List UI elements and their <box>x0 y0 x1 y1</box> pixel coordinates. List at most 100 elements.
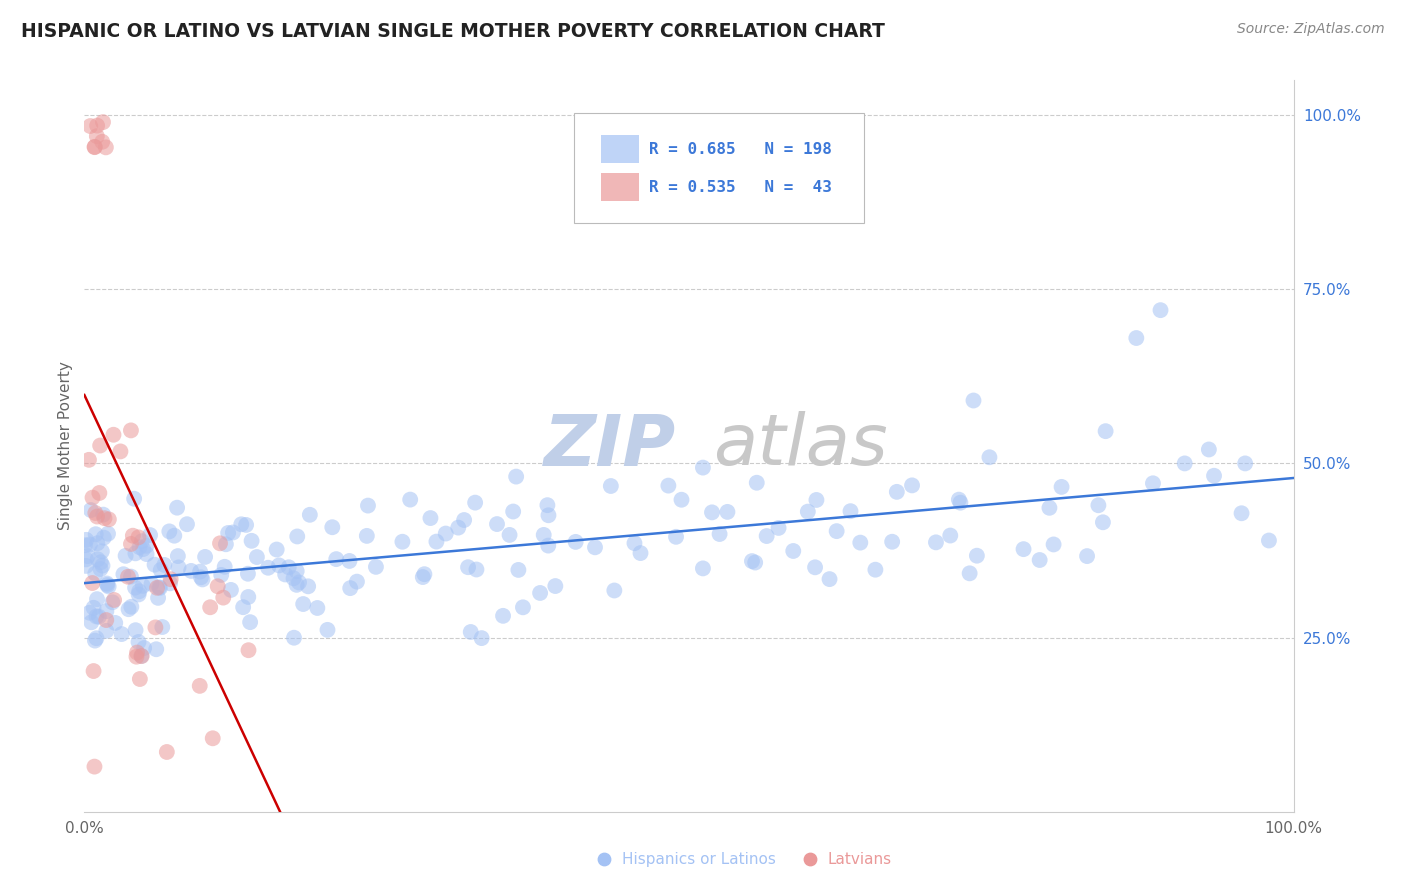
Point <box>298 508 321 522</box>
Point <box>132 542 155 557</box>
Point <box>1142 476 1164 491</box>
Point <box>434 526 457 541</box>
Point <box>73 538 96 552</box>
Point <box>457 560 479 574</box>
Point <box>125 649 148 664</box>
Bar <box>600 173 640 201</box>
Point <box>364 559 387 574</box>
Text: HISPANIC OR LATINO VS LATVIAN SINGLE MOTHER POVERTY CORRELATION CHART: HISPANIC OR LATINO VS LATVIAN SINGLE MOT… <box>21 22 884 41</box>
Point <box>159 572 181 586</box>
FancyBboxPatch shape <box>574 113 865 223</box>
Point <box>630 546 652 560</box>
Point <box>505 469 527 483</box>
Point <box>357 499 380 513</box>
Point <box>839 504 862 518</box>
Point <box>76 549 98 563</box>
Point <box>882 534 904 549</box>
Point <box>83 140 105 154</box>
Point <box>131 649 153 664</box>
Point <box>86 536 108 550</box>
Point <box>412 570 434 584</box>
Point <box>537 508 560 523</box>
Point <box>79 119 101 133</box>
Point <box>96 624 118 638</box>
Point <box>1202 468 1225 483</box>
Point <box>825 524 848 538</box>
Point <box>90 544 112 558</box>
Point <box>145 620 167 634</box>
Point <box>128 540 150 554</box>
Point <box>346 574 368 589</box>
Point <box>87 609 110 624</box>
Point <box>599 479 621 493</box>
Point <box>297 579 319 593</box>
Point <box>91 558 114 573</box>
Point <box>149 581 172 595</box>
Point <box>134 641 156 656</box>
Point <box>86 609 108 624</box>
Point <box>529 586 551 600</box>
Point <box>131 534 153 549</box>
Point <box>692 460 714 475</box>
Point <box>75 552 97 566</box>
Point <box>191 573 214 587</box>
Point <box>471 631 494 645</box>
Point <box>1050 480 1073 494</box>
Point <box>156 745 179 759</box>
Point <box>110 444 132 458</box>
Point <box>533 528 555 542</box>
Point <box>212 591 235 605</box>
Point <box>148 580 170 594</box>
Point <box>806 492 828 507</box>
Point <box>75 533 97 547</box>
Point <box>80 615 103 630</box>
Point <box>145 642 167 657</box>
Point <box>447 520 470 534</box>
Point <box>1091 516 1114 530</box>
Point <box>96 578 118 592</box>
Point <box>465 562 488 576</box>
Point <box>277 560 299 574</box>
Point <box>124 581 146 595</box>
Point <box>176 517 198 532</box>
Point <box>86 632 108 646</box>
Point <box>285 578 308 592</box>
Point <box>235 517 257 532</box>
Point <box>150 620 173 634</box>
Point <box>1038 500 1060 515</box>
Point <box>112 567 135 582</box>
Point <box>86 509 108 524</box>
Point <box>121 529 143 543</box>
Point <box>391 534 413 549</box>
Point <box>83 664 105 678</box>
Point <box>901 478 924 492</box>
Text: ZIP: ZIP <box>544 411 676 481</box>
Point <box>201 731 224 746</box>
Point <box>962 393 984 408</box>
Point <box>117 570 139 584</box>
Point <box>132 579 155 593</box>
Point <box>198 600 221 615</box>
Point <box>90 555 112 569</box>
Text: Source: ZipAtlas.com: Source: ZipAtlas.com <box>1237 22 1385 37</box>
Point <box>153 558 176 572</box>
Point <box>755 529 778 543</box>
Point <box>741 554 763 568</box>
Point <box>124 546 146 560</box>
Point <box>124 623 146 637</box>
Point <box>167 549 190 563</box>
Point <box>886 484 908 499</box>
Point <box>425 534 447 549</box>
Y-axis label: Single Mother Poverty: Single Mother Poverty <box>58 361 73 531</box>
Point <box>89 486 111 500</box>
Point <box>89 438 111 452</box>
Point <box>135 539 157 553</box>
Point <box>325 552 347 566</box>
Point <box>104 615 127 630</box>
Point <box>128 584 150 599</box>
Point <box>709 527 731 541</box>
Point <box>96 604 118 618</box>
Point <box>948 492 970 507</box>
Point <box>207 579 229 593</box>
Point <box>583 541 606 555</box>
